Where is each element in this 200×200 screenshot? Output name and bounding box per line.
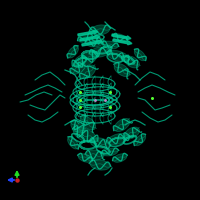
Ellipse shape (90, 160, 110, 170)
Ellipse shape (125, 56, 139, 68)
Ellipse shape (80, 116, 96, 130)
Ellipse shape (114, 118, 130, 132)
Ellipse shape (78, 154, 92, 162)
Polygon shape (112, 34, 131, 40)
Ellipse shape (113, 154, 127, 162)
Ellipse shape (80, 65, 96, 79)
Ellipse shape (114, 63, 130, 77)
Ellipse shape (73, 127, 97, 143)
Ellipse shape (102, 148, 118, 156)
Ellipse shape (102, 41, 118, 49)
Ellipse shape (68, 46, 78, 58)
Ellipse shape (71, 121, 85, 133)
Polygon shape (80, 35, 100, 41)
Ellipse shape (134, 49, 146, 61)
Ellipse shape (107, 50, 129, 62)
Ellipse shape (90, 47, 110, 57)
Ellipse shape (125, 127, 139, 139)
Polygon shape (78, 30, 98, 36)
Ellipse shape (90, 25, 110, 35)
Ellipse shape (68, 137, 78, 149)
Ellipse shape (134, 134, 146, 146)
Ellipse shape (113, 34, 127, 42)
Ellipse shape (107, 133, 129, 145)
Polygon shape (113, 39, 132, 45)
Ellipse shape (78, 34, 92, 42)
Ellipse shape (90, 138, 110, 148)
Ellipse shape (86, 150, 104, 160)
Ellipse shape (86, 37, 104, 47)
Ellipse shape (73, 52, 97, 68)
Polygon shape (82, 40, 102, 46)
Ellipse shape (71, 62, 85, 74)
